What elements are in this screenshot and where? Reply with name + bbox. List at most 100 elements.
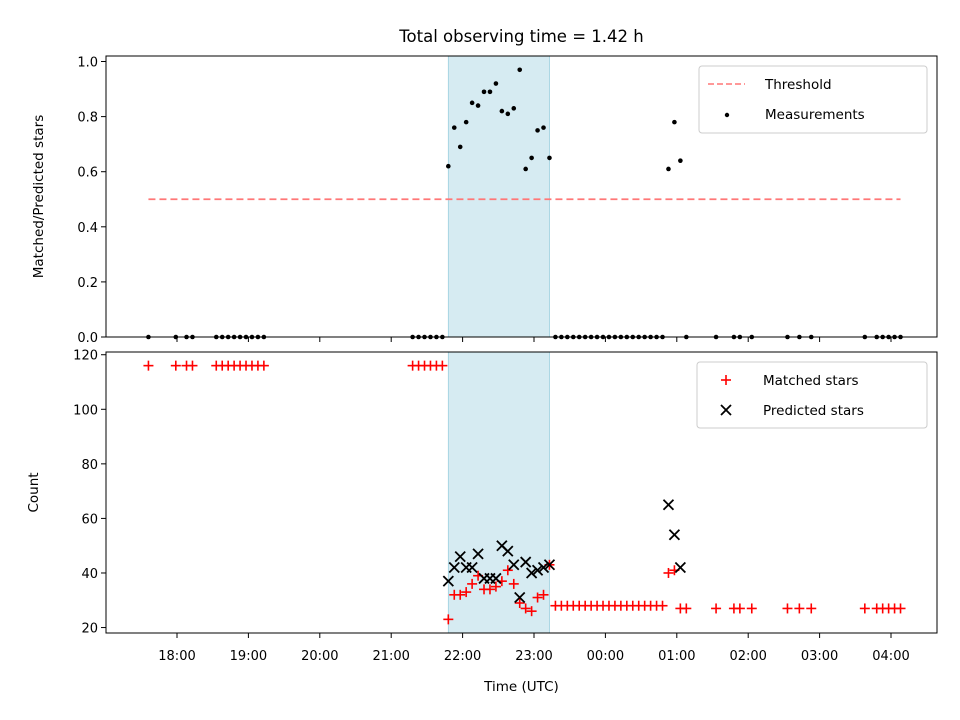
predicted-star-point <box>514 591 526 604</box>
matched-star-point <box>443 614 454 625</box>
x-tick-label: 03:00 <box>801 649 838 664</box>
legend-measurements-swatch <box>724 112 730 118</box>
x-stroke-b <box>668 529 681 541</box>
measurement-point <box>457 144 463 150</box>
top-y-tick-label: 0.2 <box>77 276 98 291</box>
bottom-y-tick-label: 20 <box>81 622 98 637</box>
predicted-star-point <box>448 561 460 574</box>
measurement-point <box>451 125 457 130</box>
measurement-point <box>463 119 469 125</box>
matched-star-point <box>484 584 495 595</box>
legend-matched-label: Matched stars <box>763 373 859 389</box>
legend-predicted-label: Predicted stars <box>763 403 864 419</box>
bottom-shaded-span <box>447 351 550 634</box>
predicted-star-point <box>543 559 556 571</box>
matched-star-point <box>520 603 531 614</box>
measurement-point <box>469 100 475 106</box>
bottom-y-tick-label: 40 <box>81 567 98 582</box>
x-stroke-b <box>537 561 550 574</box>
matched-star-point <box>657 600 668 611</box>
matched-star-point <box>508 578 519 589</box>
measurement-point <box>487 89 493 95</box>
predicted-star-point <box>525 567 538 579</box>
measurement-point <box>517 67 523 73</box>
measurement-point <box>505 111 511 117</box>
matched-star-point <box>806 603 817 614</box>
measurement-point <box>511 106 517 111</box>
predicted-star-point <box>537 561 550 574</box>
x-stroke-b <box>496 540 508 552</box>
x-tick-label: 21:00 <box>372 649 409 664</box>
x-tick-label: 00:00 <box>587 649 624 664</box>
bottom-x-ticks: 18:00 19:00 20:00 21:00 22:00 23:00 00:00 01:00… <box>158 633 910 664</box>
bottom-panel: 20 40 60 80 100 120 18:00 19:00 20:00 21:00 22:00… <box>26 349 938 695</box>
matched-star-point <box>681 603 692 614</box>
predicted-star-point <box>674 561 687 574</box>
x-tick-label: 01:00 <box>658 649 695 664</box>
top-y-ticks: 0.0 0.2 0.4 0.6 0.8 1.0 <box>77 56 106 346</box>
predicted-star-point <box>442 575 454 587</box>
measurement-point <box>666 166 671 172</box>
measurement-point <box>672 119 677 125</box>
bottom-legend-box <box>696 361 928 429</box>
x-stroke-b <box>442 575 454 587</box>
chart-title: Total observing time = 1.42 h <box>398 27 643 46</box>
bottom-y-tick-label: 120 <box>73 349 98 364</box>
bottom-y-axis-label: Count <box>26 472 42 512</box>
measurement-point <box>535 128 540 133</box>
predicted-stars-layer <box>442 499 687 604</box>
x-stroke-b <box>514 591 526 604</box>
predicted-star-point <box>662 499 675 511</box>
top-axes-frame <box>105 55 938 338</box>
matched-star-point <box>895 603 906 614</box>
predicted-star-point <box>454 550 466 563</box>
matched-star-point <box>859 603 870 614</box>
measurement-point <box>446 163 451 169</box>
matched-star-point <box>711 603 722 614</box>
matched-star-point <box>461 587 472 598</box>
legend-threshold-label: Threshold <box>764 77 832 93</box>
legend-x-marker <box>720 404 732 416</box>
legend-plus-marker <box>721 375 731 385</box>
bottom-y-tick-label: 100 <box>73 403 98 418</box>
matched-star-point <box>258 360 269 371</box>
matched-star-point <box>782 603 793 614</box>
matched-star-point <box>187 360 198 371</box>
predicted-star-point <box>502 545 514 557</box>
top-x-ticks <box>176 337 892 342</box>
matched-star-point <box>455 589 466 600</box>
bottom-y-tick-label: 60 <box>81 512 98 527</box>
top-y-tick-label: 0.0 <box>77 331 98 346</box>
x-stroke-b <box>454 550 466 563</box>
x-stroke-b <box>490 572 502 585</box>
x-stroke-b <box>674 561 687 574</box>
measurement-point <box>475 103 481 108</box>
x-stroke-b <box>520 556 532 568</box>
legend-predicted-swatch <box>720 404 732 416</box>
x-stroke-b <box>662 499 675 511</box>
x-tick-label: 02:00 <box>729 649 766 664</box>
measurement-point <box>481 89 487 95</box>
matched-star-point <box>143 360 154 371</box>
matched-star-point <box>663 567 674 578</box>
measurement-point <box>541 125 546 130</box>
top-y-axis-label: Matched/Predicted stars <box>31 115 47 278</box>
x-tick-label: 20:00 <box>301 649 338 664</box>
predicted-star-point <box>466 561 478 574</box>
measurement-point <box>523 166 528 172</box>
x-stroke-b <box>466 561 478 574</box>
matched-star-point <box>794 603 805 614</box>
x-axis-label: Time (UTC) <box>483 679 559 695</box>
matched-star-point <box>532 592 543 603</box>
predicted-star-point <box>531 564 544 576</box>
x-tick-label: 19:00 <box>230 649 267 664</box>
top-y-tick-label: 0.4 <box>77 221 98 236</box>
x-stroke-b <box>525 567 538 579</box>
x-stroke-b <box>448 561 460 574</box>
matched-star-point <box>170 360 181 371</box>
top-shaded-span <box>447 55 550 338</box>
predicted-star-point <box>472 548 484 560</box>
bottom-y-tick-label: 80 <box>81 458 98 473</box>
matched-star-point <box>514 597 525 608</box>
